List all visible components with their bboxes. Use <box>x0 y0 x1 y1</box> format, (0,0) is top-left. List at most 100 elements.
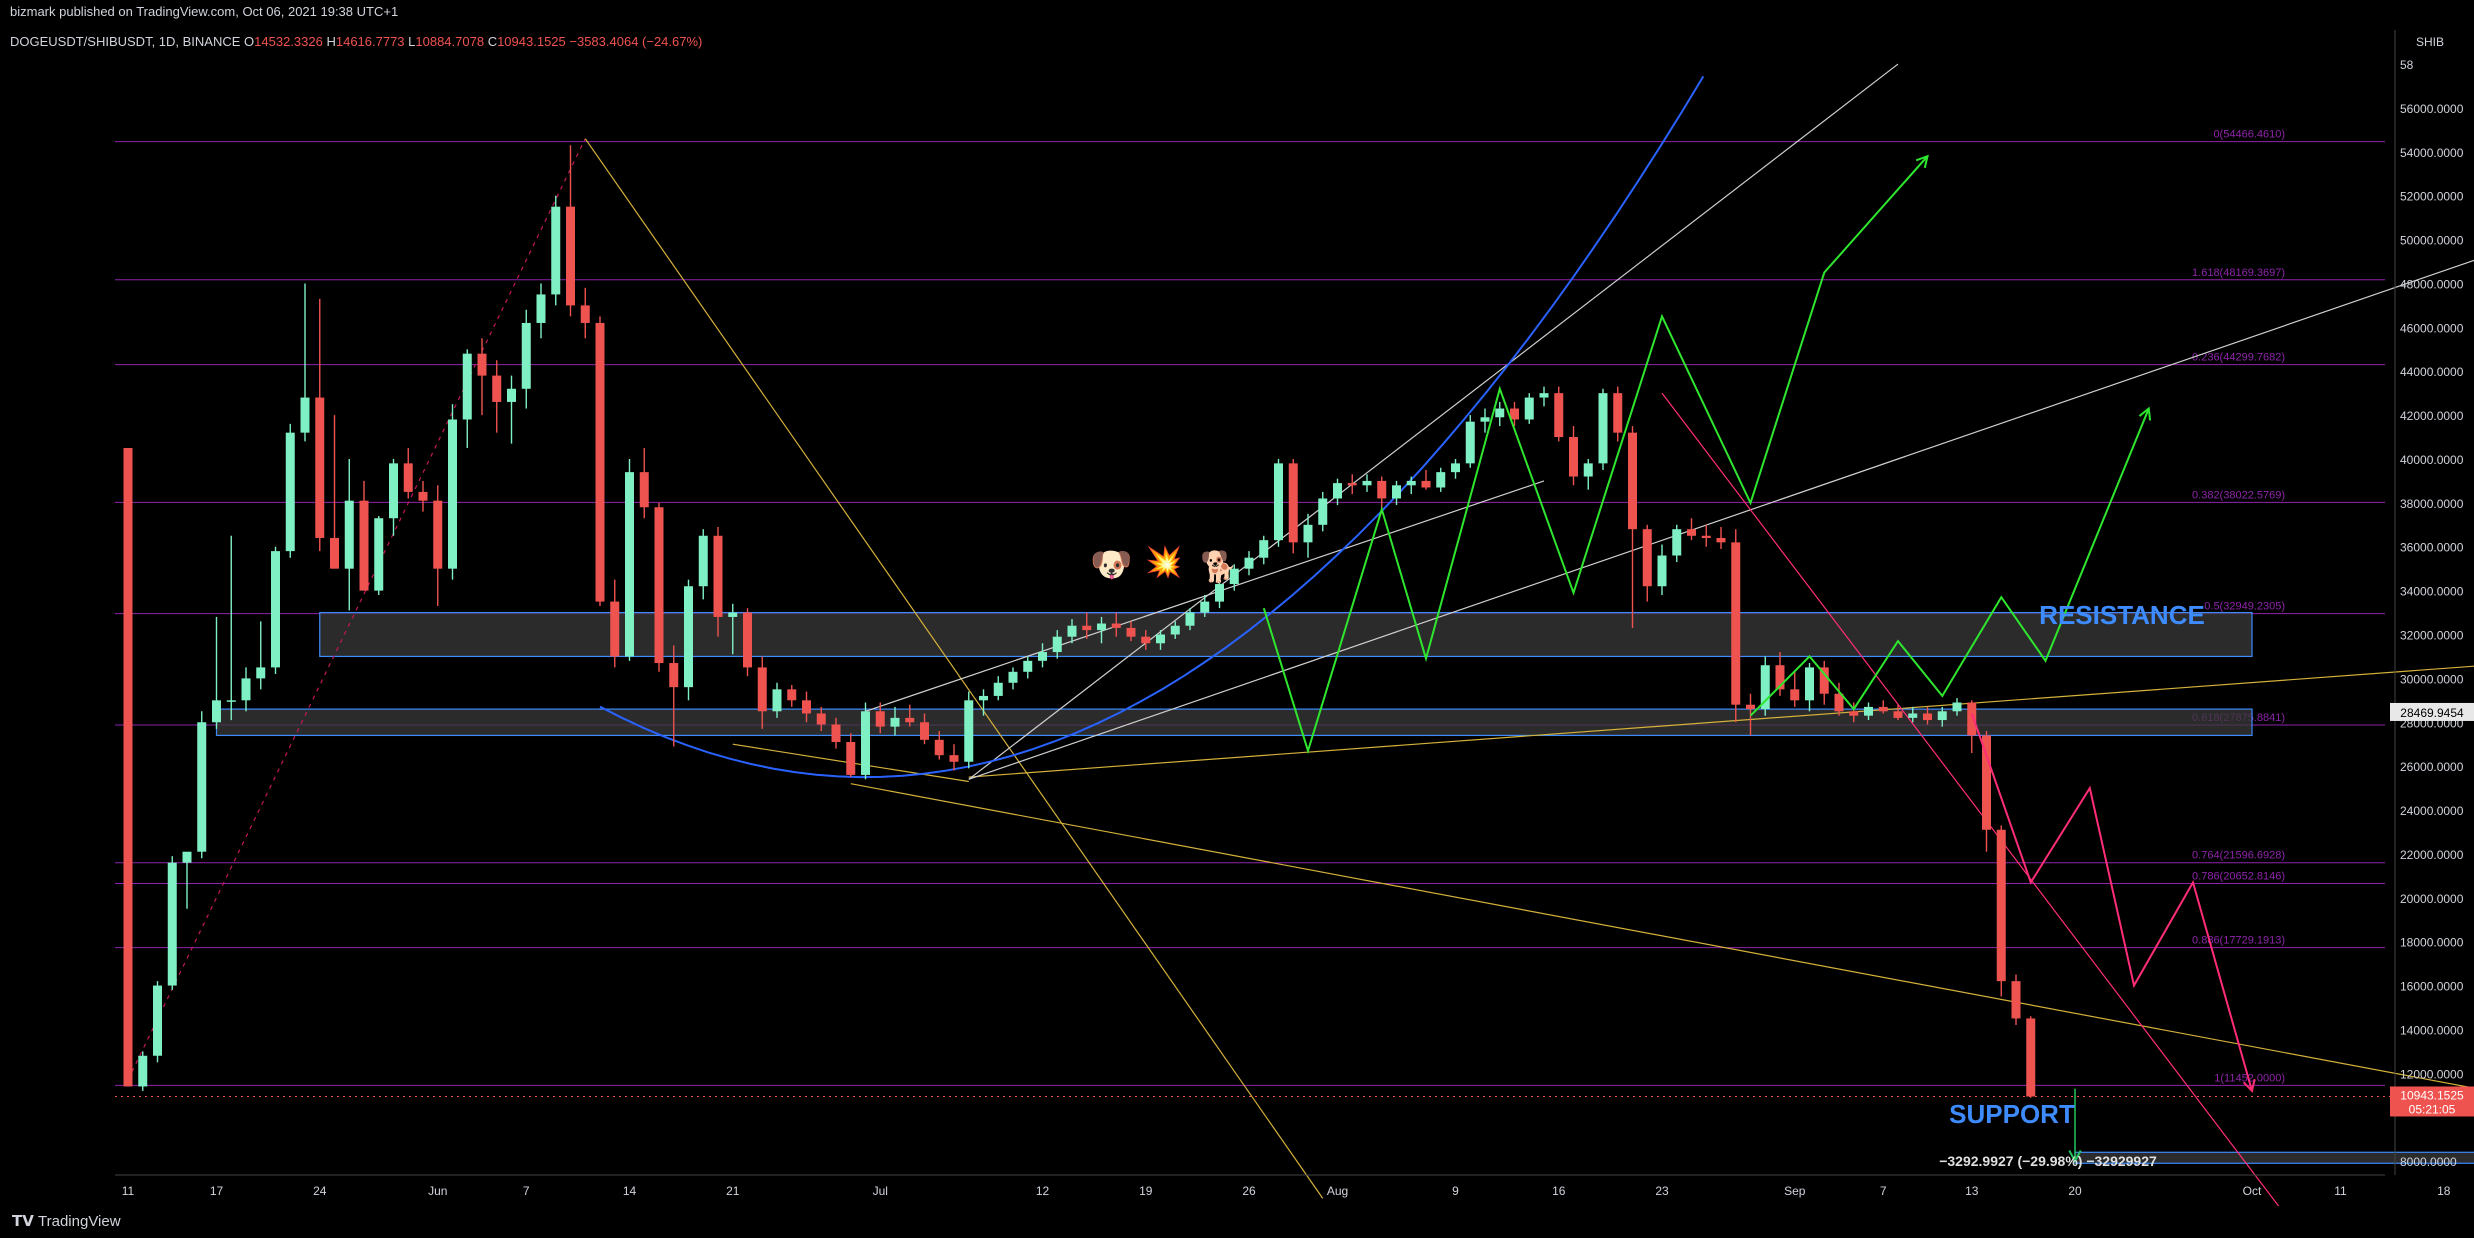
candle-body <box>285 432 295 552</box>
x-tick-label: 21 <box>726 1184 740 1198</box>
candle <box>330 415 339 569</box>
ohlc-part: L <box>405 34 416 49</box>
candle-body <box>1288 463 1298 543</box>
y-tick-label: 34000.0000 <box>2400 585 2464 599</box>
dog-face-icon: 🐶 <box>1090 546 1132 584</box>
fib-label: 0.764(21596.6928) <box>2192 850 2285 862</box>
candle-body <box>1008 671 1018 683</box>
ohlc-part: 10884.7078 <box>415 34 484 49</box>
x-tick-label: Aug <box>1327 1184 1348 1198</box>
candle-body <box>536 294 546 323</box>
candle <box>1008 667 1018 690</box>
resistance-label: RESISTANCE <box>2039 600 2205 630</box>
candle-body <box>1111 623 1121 628</box>
candle <box>625 458 634 661</box>
candle <box>1982 731 1991 852</box>
candle <box>1200 595 1210 617</box>
candle-body <box>949 755 959 762</box>
candle-body <box>654 507 664 664</box>
fib-label: 0.886(17729.1913) <box>2192 935 2285 947</box>
candle-body <box>1215 584 1224 602</box>
x-tick-label: 14 <box>623 1184 637 1198</box>
candle <box>1215 579 1224 609</box>
candle <box>1790 671 1800 707</box>
candle-body <box>1996 829 2006 982</box>
y-tick-label: 42000.0000 <box>2400 409 2464 423</box>
candle-body <box>861 711 870 775</box>
candle <box>1893 704 1903 721</box>
x-tick-label: 11 <box>2334 1184 2347 1198</box>
candle <box>1038 643 1047 668</box>
candle-body <box>1141 636 1151 644</box>
candle <box>979 689 988 716</box>
candle <box>1834 682 1844 716</box>
candle <box>1421 469 1431 490</box>
candle <box>787 684 797 707</box>
candle <box>1111 612 1121 637</box>
candle <box>934 731 944 760</box>
y-tick-label: 44000.0000 <box>2400 365 2464 379</box>
candle-body <box>1982 735 1991 830</box>
ohlc-part: 14616.7773 <box>336 34 405 49</box>
white-channel-middle <box>968 259 2474 780</box>
support-label: SUPPORT <box>1949 1099 2075 1129</box>
candle-body <box>698 535 708 587</box>
candle-body <box>167 862 177 986</box>
candle-body <box>212 700 221 723</box>
projection-paths <box>1262 154 2256 1164</box>
overlay-text: 🐶 💥 🐕 RESISTANCE SUPPORT −3292.9927 (−29.98%)… <box>10 34 2205 1169</box>
ohlc-part: −3583.4064 (−24.67%) <box>566 34 703 49</box>
candle-body <box>153 985 162 1056</box>
candle <box>1878 700 1888 714</box>
candle-body <box>1613 393 1623 433</box>
y-tick-label: 22000.0000 <box>2400 848 2464 862</box>
candle-body <box>1495 408 1505 418</box>
y-tick-label: 38000.0000 <box>2400 497 2464 511</box>
x-tick-label: Sep <box>1784 1184 1806 1198</box>
candle <box>639 448 649 519</box>
y-tick-label: 52000.0000 <box>2400 190 2464 204</box>
candle-body <box>757 667 767 712</box>
candle-body <box>330 537 339 569</box>
candle-body <box>1067 625 1077 637</box>
x-tick-label: 16 <box>1552 1184 1566 1198</box>
candle-body <box>1185 612 1195 626</box>
candle <box>551 195 561 306</box>
candle-body <box>802 700 811 714</box>
candle-body <box>1819 667 1829 694</box>
candle <box>1480 408 1490 433</box>
candle-body <box>772 689 782 712</box>
candle <box>521 309 531 409</box>
candle <box>241 667 251 712</box>
fib-label: 0.786(20652.8146) <box>2192 870 2285 882</box>
candle <box>1156 630 1165 650</box>
candle <box>1687 518 1696 541</box>
candle-body <box>344 500 354 569</box>
candle-body <box>1908 713 1918 718</box>
candle <box>713 526 723 637</box>
candle-body <box>1126 627 1136 637</box>
candle-body <box>713 535 723 617</box>
candle <box>153 981 162 1063</box>
x-tick-label: 7 <box>523 1184 530 1198</box>
candle <box>123 448 133 1087</box>
candle <box>138 1051 148 1091</box>
ohlc-header: DOGEUSDT/SHIBUSDT, 1D, BINANCE O14532.33… <box>10 34 702 49</box>
tradingview-logo[interactable]: 𝗧𝗩 TradingView <box>12 1212 121 1230</box>
yellow-long-line <box>850 783 2474 1089</box>
candle <box>1274 458 1283 547</box>
x-tick-label: 20 <box>2068 1184 2082 1198</box>
candle <box>285 423 295 558</box>
candle-body <box>1377 480 1387 499</box>
candle <box>507 375 516 444</box>
candle <box>905 704 915 727</box>
candles[interactable] <box>123 145 2036 1098</box>
candle <box>1451 458 1460 479</box>
pink-projection-path <box>1970 713 2253 1092</box>
candle-body <box>1303 524 1313 543</box>
y-tick-label: 20000.0000 <box>2400 892 2464 906</box>
candle <box>993 676 1003 701</box>
candle <box>595 316 605 606</box>
candle-body <box>1362 480 1372 486</box>
